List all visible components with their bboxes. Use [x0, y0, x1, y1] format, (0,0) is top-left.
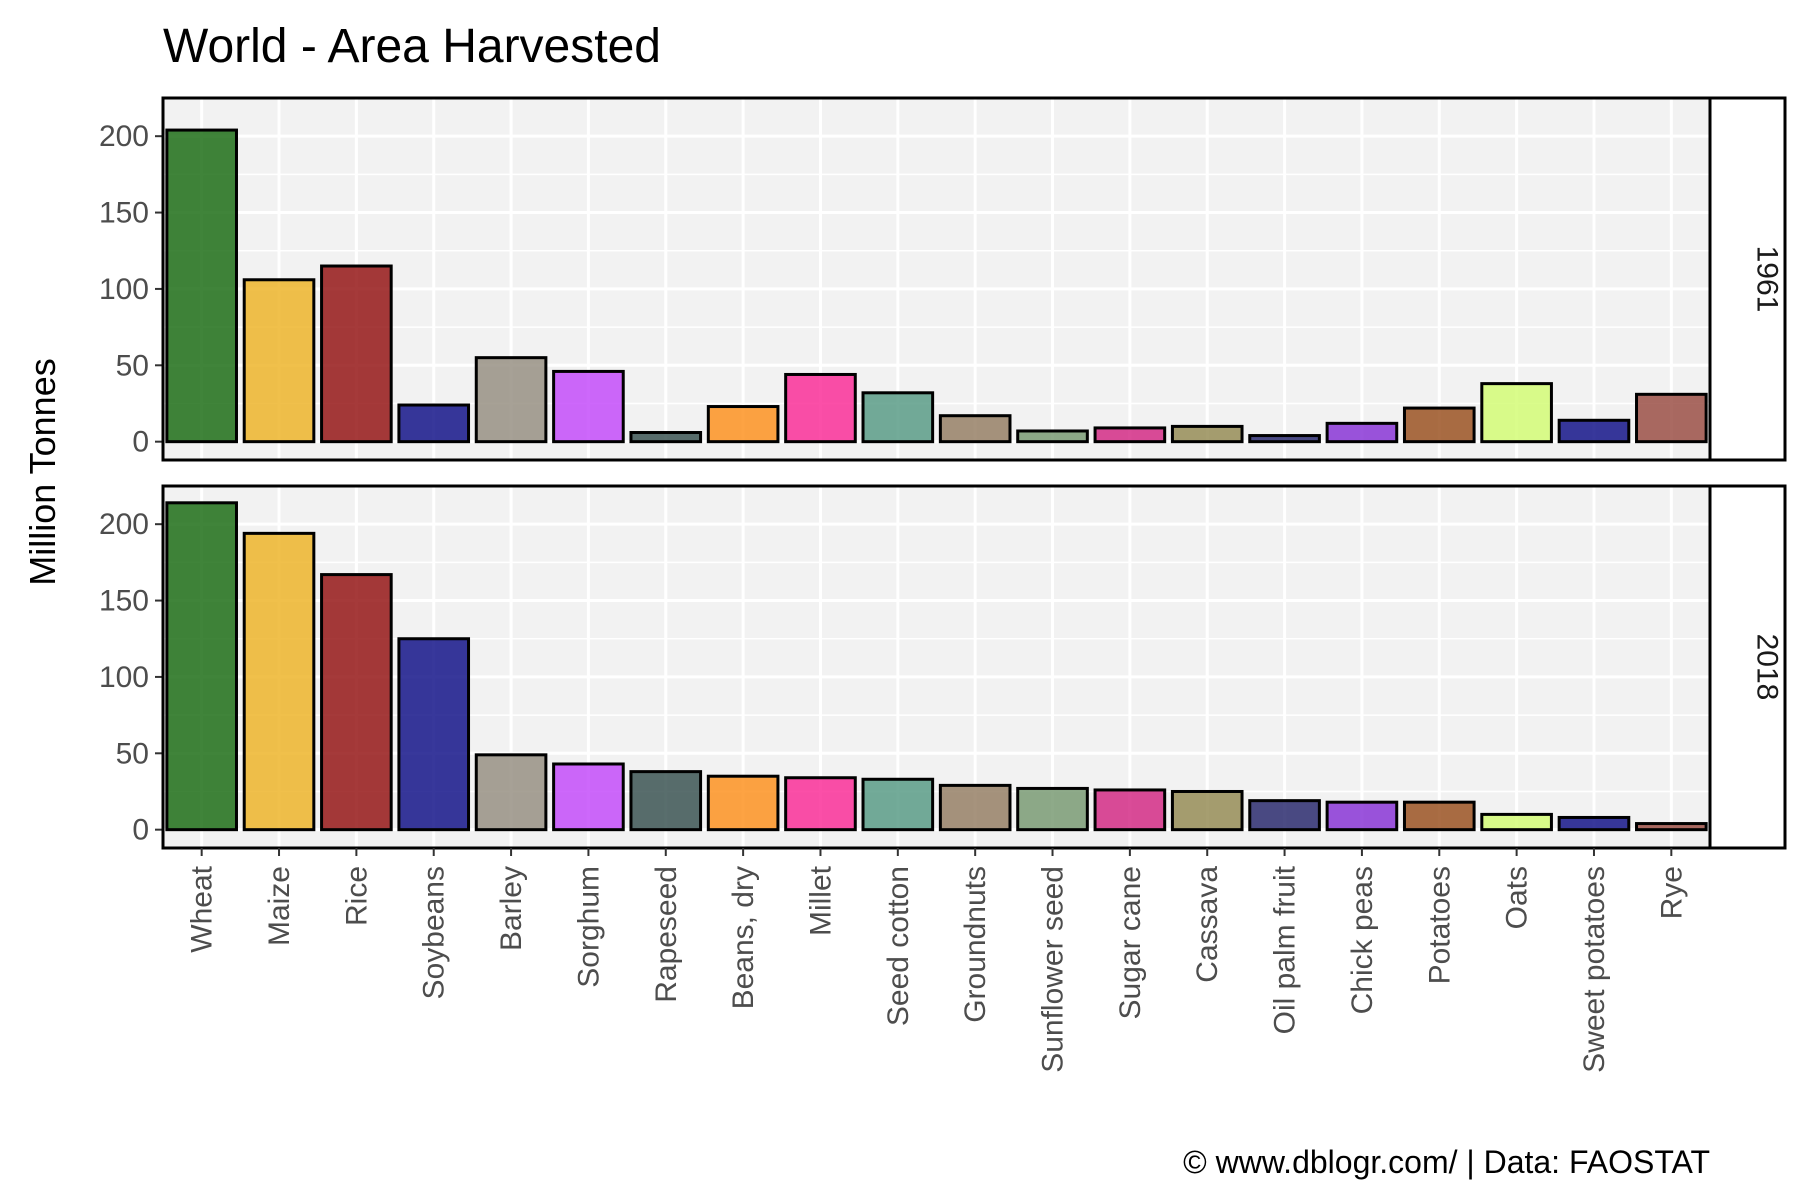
bar-cassava-2018: [1170, 789, 1244, 832]
bar-rice-1961: [320, 264, 393, 444]
bar-groundnuts-2018: [938, 783, 1012, 832]
bar-potatoes-1961: [1402, 406, 1476, 444]
bar-sunflower-seed-1961: [1016, 429, 1089, 444]
y-tick-label: 50: [116, 737, 149, 770]
x-tick-label: Barley: [495, 866, 528, 951]
facet-strip: [1708, 484, 1787, 850]
x-tick-label: Cassava: [1191, 866, 1224, 983]
bar-rye-2018: [1635, 822, 1708, 832]
y-tick-label: 150: [99, 585, 149, 618]
bar-rapeseed-1961: [629, 431, 703, 444]
bar-millet-1961: [784, 372, 857, 444]
y-tick-label: 150: [99, 197, 149, 230]
x-axis-ticks: Wheat Maize Rice Soybeans Barley Sorghum Rapes…: [186, 848, 1688, 1073]
x-tick-label: Beans, dry: [727, 866, 760, 1009]
bar-rye-1961: [1635, 392, 1708, 444]
bar-rice-2018: [320, 573, 393, 832]
x-tick-label: Potatoes: [1423, 866, 1456, 984]
bar-soybeans-2018: [397, 637, 471, 832]
bar-sorghum-2018: [552, 762, 625, 832]
bar-oil-palm-fruit-1961: [1248, 434, 1321, 444]
bar-sugar-cane-2018: [1093, 788, 1167, 832]
bar-seed-cotton-2018: [861, 777, 935, 832]
panels: 0 50 100 150 200 1961 0 50 100 150 200 2018: [99, 96, 1787, 850]
bar-chick-peas-2018: [1325, 800, 1399, 832]
y-axis-label: Million Tonnes: [22, 358, 63, 585]
x-tick-label: Sorghum: [572, 866, 605, 988]
bar-sorghum-1961: [552, 369, 625, 444]
x-tick-label: Oats: [1501, 866, 1534, 929]
y-tick-label: 0: [132, 426, 149, 459]
x-tick-label: Oil palm fruit: [1269, 865, 1302, 1034]
y-tick-label: 200: [99, 120, 149, 153]
bar-sweet-potatoes-1961: [1557, 418, 1631, 444]
bar-sunflower-seed-2018: [1016, 786, 1089, 832]
bar-beans-dry-2018: [706, 774, 780, 832]
y-tick-label: 50: [116, 349, 149, 382]
bar-sweet-potatoes-2018: [1557, 815, 1631, 832]
bar-wheat-2018: [165, 501, 238, 832]
facet-label-2018: 2018: [1751, 634, 1784, 701]
bar-maize-2018: [242, 531, 316, 832]
panel-background: [163, 486, 1710, 848]
bar-barley-1961: [474, 356, 548, 444]
x-tick-label: Groundnuts: [959, 866, 992, 1023]
x-tick-label: Chick peas: [1346, 866, 1379, 1014]
x-tick-label: Rapeseed: [650, 866, 683, 1003]
bar-chick-peas-1961: [1325, 421, 1399, 444]
bar-potatoes-2018: [1402, 800, 1476, 832]
panel-background: [163, 98, 1710, 460]
panel-2018: 0 50 100 150 200 2018: [99, 484, 1787, 850]
bar-beans-dry-1961: [706, 405, 780, 444]
bar-barley-2018: [474, 753, 548, 832]
y-tick-label: 100: [99, 273, 149, 306]
chart-title: World - Area Harvested: [163, 20, 661, 73]
x-tick-label: Seed cotton: [882, 866, 915, 1026]
x-tick-label: Maize: [263, 866, 296, 946]
bar-rapeseed-2018: [629, 770, 703, 832]
bar-oil-palm-fruit-2018: [1248, 799, 1321, 832]
facet-label-1961: 1961: [1751, 246, 1784, 313]
bar-soybeans-1961: [397, 403, 471, 444]
bar-maize-1961: [242, 278, 316, 444]
bar-sugar-cane-1961: [1093, 426, 1167, 444]
bar-wheat-1961: [165, 128, 238, 444]
bar-oats-1961: [1480, 382, 1553, 444]
x-tick-label: Wheat: [186, 865, 219, 952]
x-tick-label: Sugar cane: [1114, 866, 1147, 1019]
bar-seed-cotton-1961: [861, 391, 935, 444]
y-tick-label: 100: [99, 661, 149, 694]
bar-oats-2018: [1480, 812, 1553, 832]
x-tick-label: Rice: [340, 866, 373, 926]
facet-strip: [1708, 96, 1787, 462]
bar-groundnuts-1961: [938, 414, 1012, 444]
x-tick-label: Soybeans: [418, 866, 451, 999]
bar-millet-2018: [784, 776, 857, 832]
bar-cassava-1961: [1170, 424, 1244, 444]
x-tick-label: Millet: [804, 865, 837, 936]
x-tick-label: Rye: [1655, 866, 1688, 919]
panel-1961: 0 50 100 150 200 1961: [99, 96, 1787, 462]
caption: © www.dblogr.com/ | Data: FAOSTAT: [1183, 1144, 1710, 1180]
x-tick-label: Sunflower seed: [1037, 866, 1070, 1073]
x-tick-label: Sweet potatoes: [1578, 866, 1611, 1073]
y-tick-label: 200: [99, 508, 149, 541]
y-tick-label: 0: [132, 814, 149, 847]
